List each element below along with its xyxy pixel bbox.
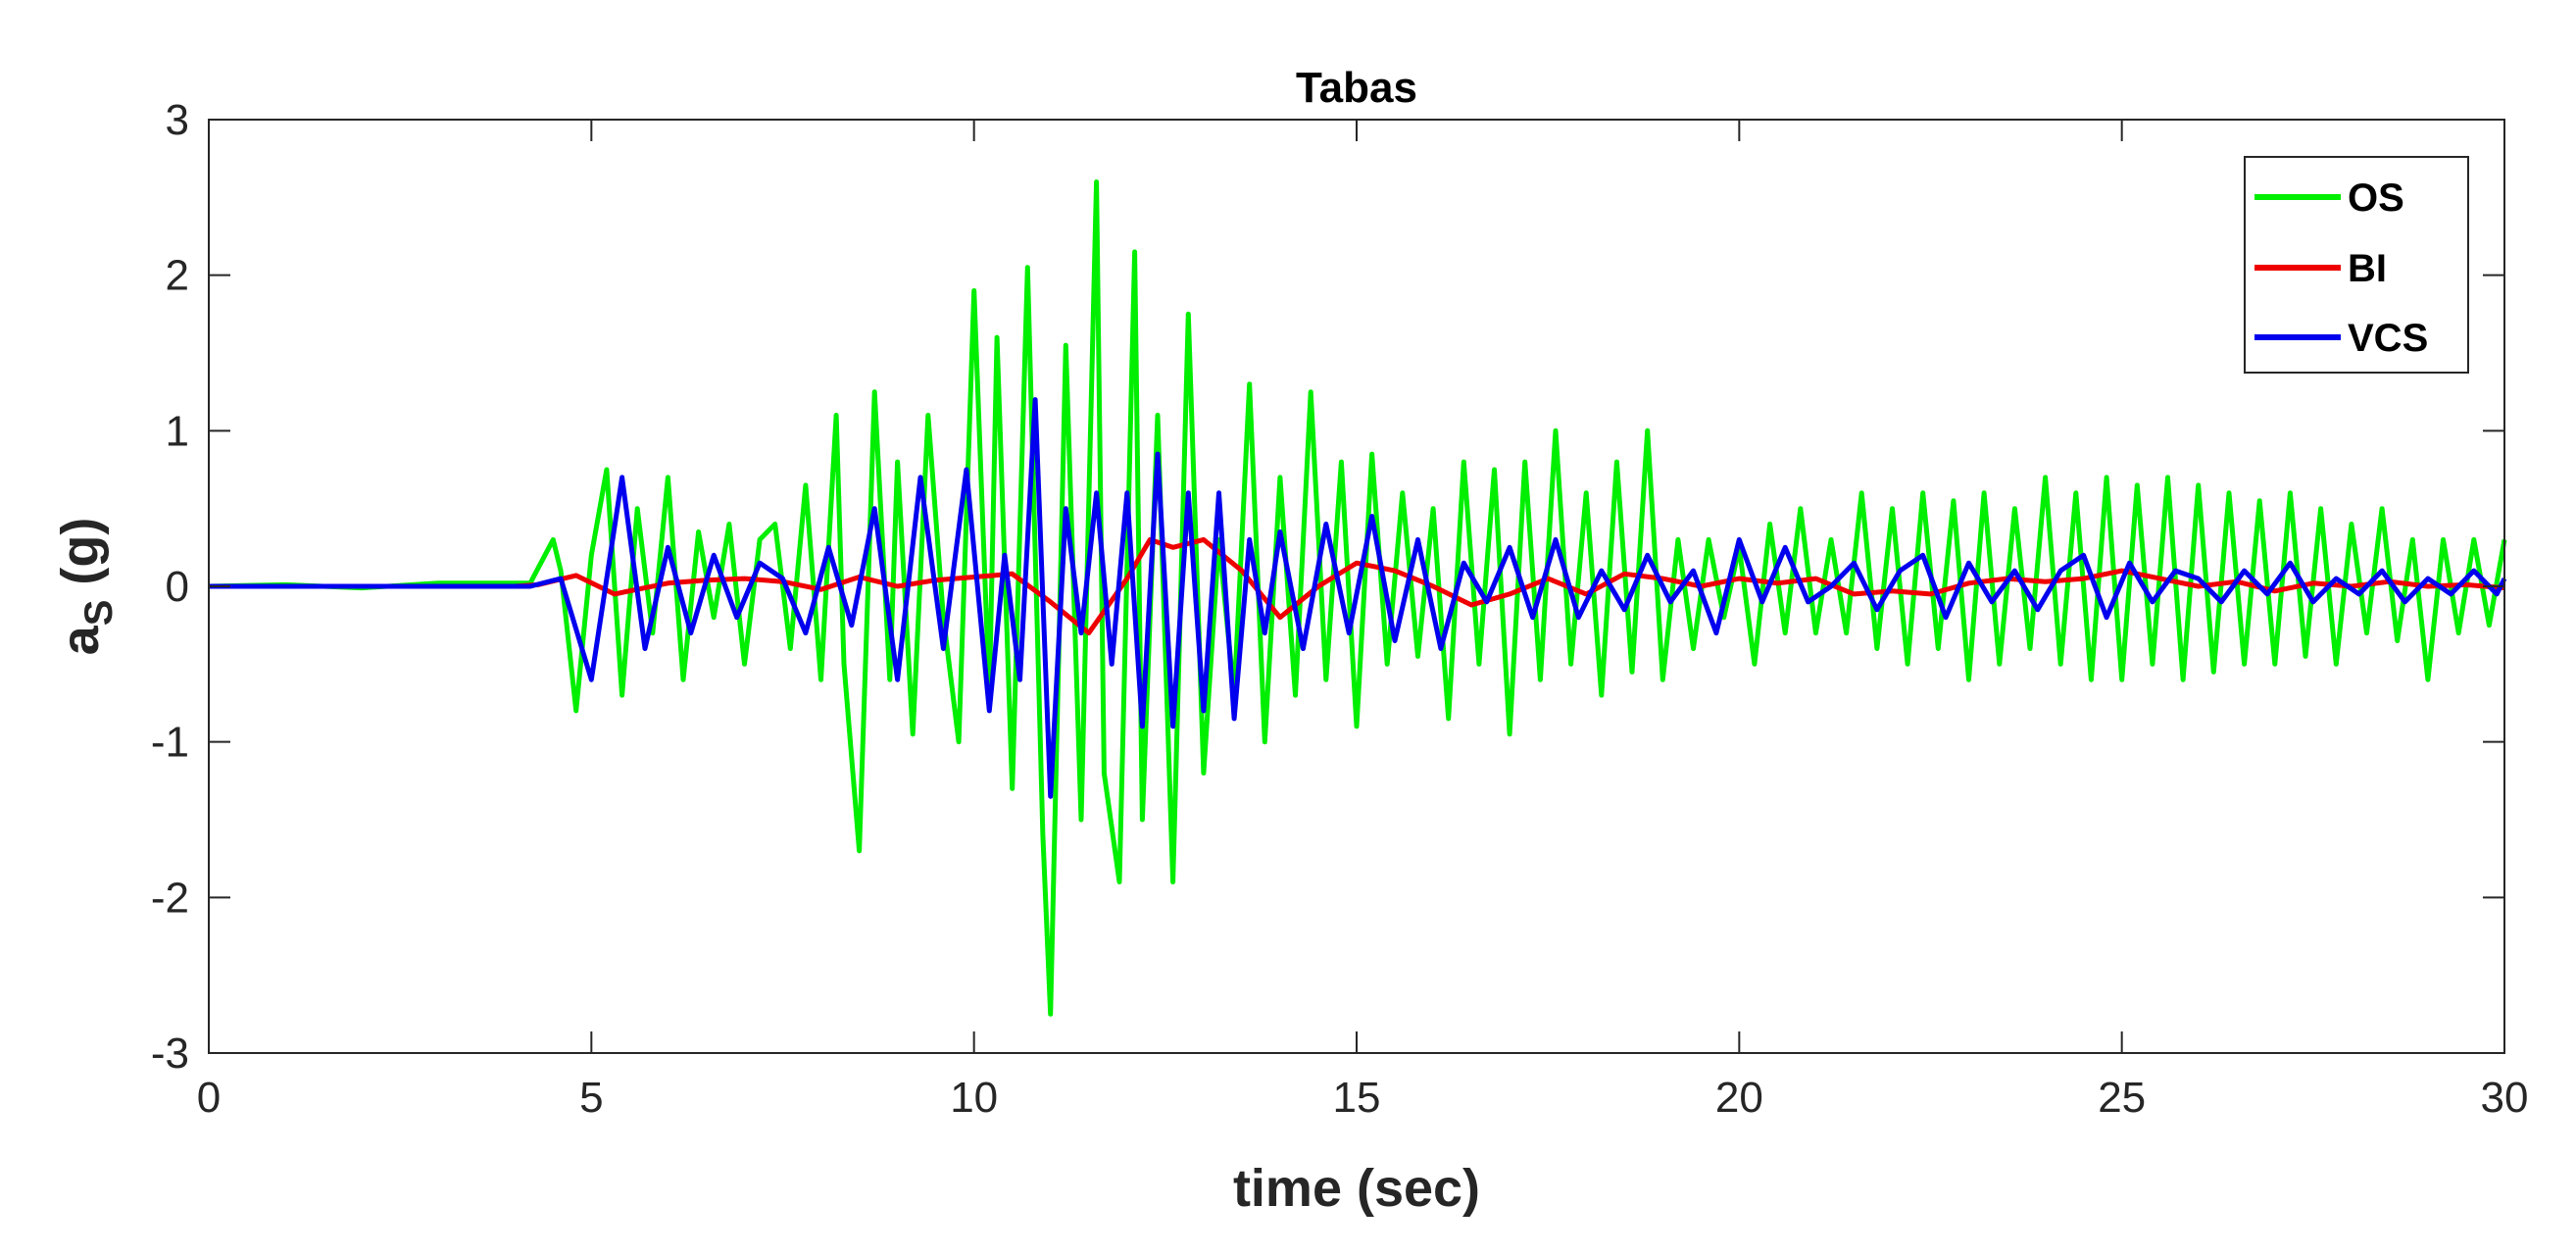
chart-title: Tabas xyxy=(1296,64,1417,112)
y-axis-label: aS (g) xyxy=(51,518,121,656)
y-tick-label: 2 xyxy=(166,252,189,300)
y-tick-label: 0 xyxy=(166,563,189,611)
x-tick-label: 20 xyxy=(1715,1074,1763,1122)
x-tick-label: 5 xyxy=(579,1074,603,1122)
legend-label-vcs: VCS xyxy=(2348,317,2428,360)
x-tick-label: 10 xyxy=(950,1074,998,1122)
x-tick-label: 30 xyxy=(2481,1074,2529,1122)
y-tick-label: 1 xyxy=(166,407,189,455)
y-tick-label: 3 xyxy=(166,96,189,144)
y-axis-label-subscript: S xyxy=(77,600,121,627)
x-tick-label: 25 xyxy=(2098,1074,2146,1122)
series-line-bi xyxy=(209,536,2505,636)
series-line-os xyxy=(208,179,2507,1017)
y-axis-label-main: a xyxy=(51,625,110,655)
x-axis-label: time (sec) xyxy=(1233,1159,1480,1218)
y-axis-label-unit: (g) xyxy=(51,518,110,600)
legend: OS BI VCS xyxy=(2244,156,2469,374)
ticks-layer: 0 5 10 15 20 25 30 -3 -2 -1 0 1 2 3 xyxy=(151,96,2529,1122)
y-tick-label: -1 xyxy=(151,719,189,767)
legend-label-bi: BI xyxy=(2348,247,2387,290)
x-tick-label: 15 xyxy=(1333,1074,1381,1122)
x-tick-label: 0 xyxy=(197,1074,221,1122)
legend-label-os: OS xyxy=(2348,176,2404,220)
series-line-vcs xyxy=(209,397,2507,799)
y-tick-label: -3 xyxy=(151,1030,189,1078)
series-layer xyxy=(208,179,2507,1017)
y-tick-label: -2 xyxy=(151,874,189,922)
